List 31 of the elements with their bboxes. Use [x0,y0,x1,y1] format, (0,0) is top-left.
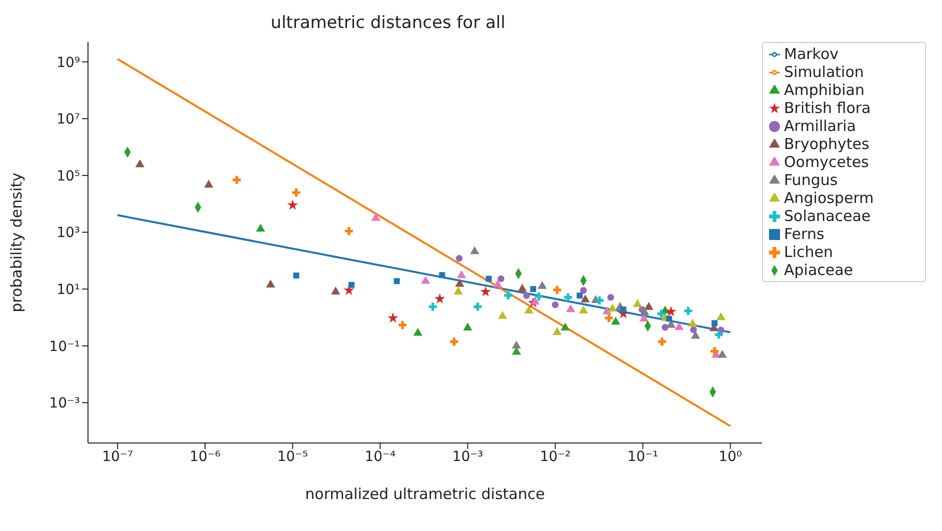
y-tick-label: 10⁷ [56,112,80,128]
legend-label: Ferns [784,225,824,243]
legend-label: Amphibian [784,81,864,99]
x-tick-label: 10⁻⁶ [190,448,221,465]
x-axis-title: normalized ultrametric distance [305,485,545,503]
y-tick-label: 10⁵ [56,168,80,184]
legend-label: Armillaria [784,117,856,135]
legend-label: Lichen [784,243,834,261]
legend-label: Fungus [784,171,838,189]
y-tick-label: 10¹ [56,282,80,298]
legend-label: Oomycetes [784,153,869,171]
x-tick-label: 10⁻¹ [627,448,658,465]
legend-label: Bryophytes [784,135,870,153]
legend-label: Solanaceae [784,207,871,225]
y-tick-label: 10⁻³ [49,396,80,412]
x-tick-label: 10⁻⁷ [102,448,133,465]
legend-label: Apiaceae [784,261,854,279]
x-tick-label: 10⁻⁵ [277,448,308,465]
y-tick-label: 10³ [56,225,80,242]
legend-label: British flora [784,99,871,117]
x-tick-label: 10⁰ [718,448,742,465]
x-tick-label: 10⁻³ [452,448,484,465]
chart-title: ultrametric distances for all [270,12,506,35]
legend-label: Simulation [784,63,864,81]
y-axis-title: probability density [7,172,26,312]
y-tick-label: 10⁻¹ [49,338,80,355]
x-tick-label: 10⁻⁴ [364,448,396,465]
legend-label: Angiosperm [784,189,874,207]
x-tick-label: 10⁻² [540,448,571,465]
y-tick-label: 10⁹ [56,54,80,71]
legend-label: Markov [784,45,839,63]
